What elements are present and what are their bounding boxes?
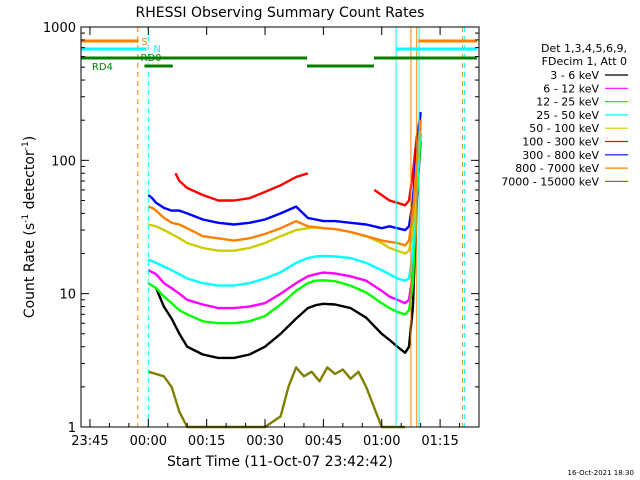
legend-entry-label: 3 - 6 keV: [550, 69, 599, 82]
legend-header-line: Det 1,3,4,5,6,9,: [541, 42, 627, 55]
series-line: [147, 120, 422, 247]
legend-entry-label: 7000 - 15000 keV: [501, 175, 599, 188]
flag-label-rd4: RD4: [92, 62, 113, 73]
y-tick-label: 100: [51, 154, 76, 169]
flag-label-rd0: RD0: [141, 53, 162, 64]
series-line: [147, 136, 422, 325]
y-axis: 1 10 100 1000: [43, 21, 479, 436]
legend-entry-label: 50 - 100 keV: [529, 122, 599, 135]
series-line: [147, 366, 406, 429]
y-tick-label: 1000: [43, 21, 76, 36]
y-axis-label-part: ): [22, 136, 38, 141]
legend-header-line: FDecim 1, Att 0: [542, 55, 627, 68]
flag-label-n: N: [153, 44, 160, 55]
chart-title: RHESSI Observing Summary Count Rates: [136, 5, 425, 21]
x-tick-label: 00:30: [246, 434, 283, 449]
legend-entry-label: 800 - 7000 keV: [515, 162, 599, 175]
y-axis-label-sup: -1: [21, 141, 31, 150]
legend-entry-label: 12 - 25 keV: [536, 96, 599, 109]
y-axis-label-part: Count Rate (s: [22, 223, 38, 318]
legend-entry-label: 300 - 800 keV: [522, 149, 599, 162]
x-tick-label: 00:45: [305, 434, 342, 449]
flag-label-s: S: [141, 37, 147, 48]
y-axis-label-part: detector: [22, 150, 38, 214]
y-tick-label: 10: [59, 288, 76, 303]
series-line: [174, 114, 422, 207]
x-axis: 23:45 00:00 00:15 00:30 00:45 01:00 01:15: [71, 27, 461, 449]
y-tick-label: 1: [68, 421, 76, 436]
series-line: [148, 120, 422, 255]
y-axis-label-sup: -1: [21, 214, 31, 223]
x-tick-label: 23:45: [71, 434, 108, 449]
x-tick-label: 01:00: [363, 434, 400, 449]
legend-entry-label: 100 - 300 keV: [522, 136, 599, 149]
legend-entry-label: 25 - 50 keV: [536, 109, 599, 122]
x-tick-label: 01:15: [421, 434, 458, 449]
x-tick-label: 00:15: [188, 434, 225, 449]
x-axis-label: Start Time (11-Oct-07 23:42:42): [167, 454, 393, 470]
y-axis-label: Count Rate (s-1 detector-1): [21, 136, 38, 318]
series-line: [147, 111, 422, 232]
legend-entry-label: 6 - 12 keV: [543, 82, 599, 95]
x-tick-label: 00:00: [130, 434, 167, 449]
series-layer: [147, 111, 422, 429]
series-line: [154, 140, 422, 360]
series-line: [147, 133, 422, 310]
series-line: [147, 126, 422, 287]
timestamp: 16-Oct-2021 18:30: [568, 469, 634, 477]
plot-frame: [80, 26, 480, 428]
legend: Det 1,3,4,5,6,9, FDecim 1, Att 0 3 - 6 k…: [501, 42, 628, 188]
